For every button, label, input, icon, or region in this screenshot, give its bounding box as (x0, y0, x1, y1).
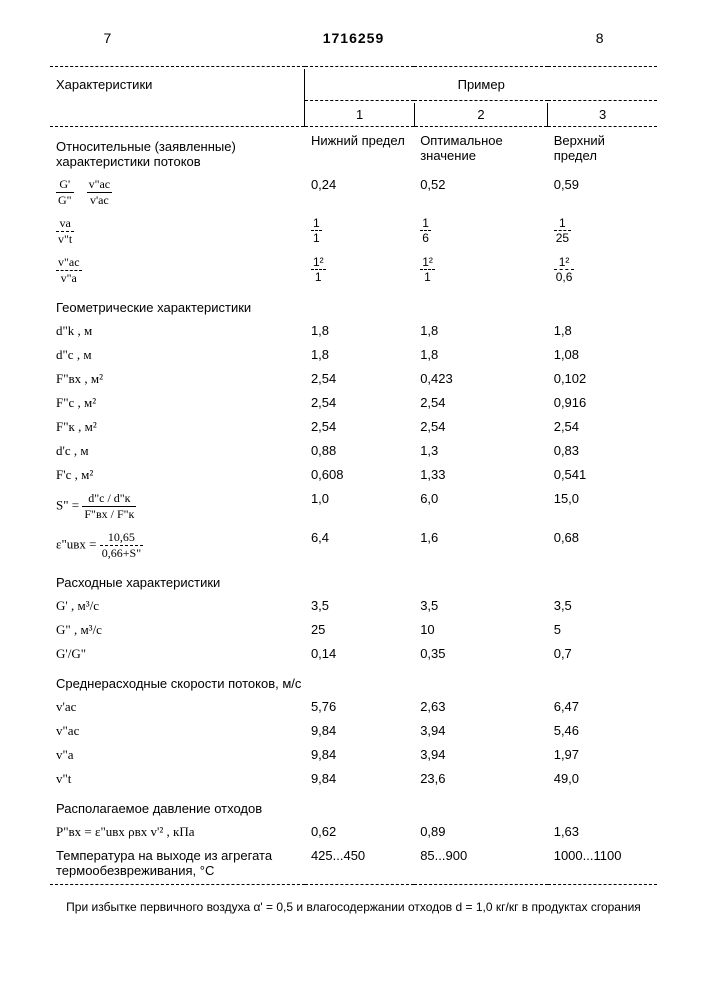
table-row: d'c , м0,881,30,83 (50, 439, 657, 463)
col-3: 3 (548, 103, 657, 127)
table-row: d"c , м1,81,81,08 (50, 343, 657, 367)
table-row: P"вх = ε"uвх ρвх v'² , кПа 0,62 0,89 1,6… (50, 820, 657, 844)
table-row: S" = d"c / d"кF"вх / F"к 1,0 6,0 15,0 (50, 487, 657, 526)
section-5-title: Располагаемое давление отходов (50, 791, 657, 820)
table-row: v"t9,8423,649,0 (50, 767, 657, 791)
sub-1: Нижний предел (305, 129, 414, 173)
doc-number: 1716259 (323, 30, 385, 46)
header-example: Пример (305, 69, 657, 101)
table-row: G' , м³/с3,53,53,5 (50, 594, 657, 618)
table-row: Температура на выходе из агрегата термоо… (50, 844, 657, 882)
table-row: F"c , м²2,542,540,916 (50, 391, 657, 415)
table-row: F"вх , м²2,540,4230,102 (50, 367, 657, 391)
page-right: 8 (596, 30, 604, 46)
table-row: G" , м³/с25105 (50, 618, 657, 642)
col-1: 1 (305, 103, 414, 127)
section-3-title: Расходные характеристики (50, 565, 657, 594)
page-left: 7 (104, 30, 112, 46)
footnote: При избытке первичного воздуха α' = 0,5 … (50, 899, 657, 916)
page-header: 7 1716259 8 (104, 30, 604, 46)
section-2-title: Геометрические характеристики (50, 290, 657, 319)
section-1-title: Относительные (заявленные) характеристик… (50, 129, 305, 173)
data-table: Характеристики Пример 1 2 3 Относительны… (50, 66, 657, 885)
table-row: G'G" v"acv'ac 0,24 0,52 0,59 (50, 173, 657, 212)
sub-3: Верхний предел (548, 129, 657, 173)
table-row: v"acv"a 1²1 1²1 1²0,6 (50, 251, 657, 290)
table-row: G'/G"0,140,350,7 (50, 642, 657, 666)
section-4-title: Среднерасходные скорости потоков, м/с (50, 666, 657, 695)
table-row: F"к , м²2,542,542,54 (50, 415, 657, 439)
table-row: ε"uвх = 10,650,66+S" 6,4 1,6 0,68 (50, 526, 657, 565)
table-row: v"ac9,843,945,46 (50, 719, 657, 743)
table-row: d"k , м1,81,81,8 (50, 319, 657, 343)
table-row: F'c , м²0,6081,330,541 (50, 463, 657, 487)
table-row: v'ac5,762,636,47 (50, 695, 657, 719)
col-2: 2 (414, 103, 548, 127)
table-row: vav"t 11 16 125 (50, 212, 657, 251)
table-row: v"a9,843,941,97 (50, 743, 657, 767)
sub-2: Оптимальное значение (414, 129, 548, 173)
header-characteristics: Характеристики (50, 69, 305, 103)
